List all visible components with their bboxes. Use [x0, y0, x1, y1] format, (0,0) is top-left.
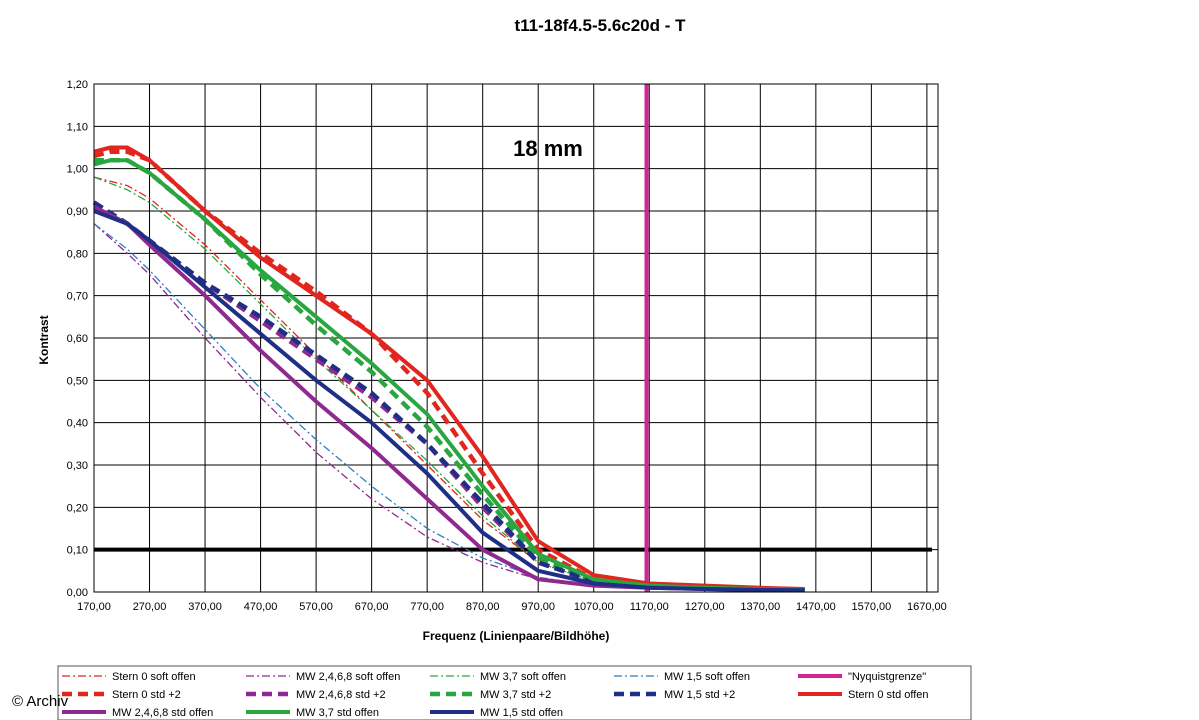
legend-label: MW 3,7 std +2	[480, 689, 551, 701]
x-tick-label: 1570,00	[851, 601, 891, 613]
y-tick-label: 0,80	[67, 248, 88, 260]
y-tick-label: 1,20	[67, 79, 88, 91]
x-axis-label: Frequenz (Linienpaare/Bildhöhe)	[423, 629, 610, 643]
legend-label: "Nyquistgrenze"	[848, 671, 926, 683]
x-tick-label: 370,00	[188, 601, 222, 613]
x-tick-label: 870,00	[466, 601, 500, 613]
x-tick-label: 270,00	[133, 601, 167, 613]
x-tick-label: 670,00	[355, 601, 389, 613]
legend-label: MW 2,4,6,8 soft offen	[296, 671, 400, 683]
x-tick-label: 1170,00	[630, 601, 669, 613]
y-tick-label: 0,40	[67, 418, 88, 430]
plot-frame	[93, 83, 939, 593]
focal-length-annotation: 18 mm	[513, 136, 583, 161]
y-tick-label: 0,90	[67, 206, 88, 218]
x-tick-label: 1270,00	[685, 601, 725, 613]
x-tick-labels: 170,00 270,00 370,00 470,00 570,00 670,00 770,…	[77, 601, 947, 613]
y-tick-label: 0,10	[67, 545, 88, 557]
x-tick-label: 770,00	[410, 601, 444, 613]
y-tick-label: 0,50	[67, 375, 88, 387]
y-tick-label: 0,30	[67, 460, 88, 472]
x-tick-label: 1470,00	[796, 601, 836, 613]
legend-label: MW 3,7 soft offen	[480, 671, 566, 683]
series-line-1	[93, 176, 805, 591]
x-tick-label: 1070,00	[574, 601, 614, 613]
legend-label: MW 1,5 soft offen	[664, 671, 750, 683]
y-tick-labels: 0,00 0,10 0,20 0,30 0,40 0,50 0,60 0,70 0,80 0,90…	[67, 79, 88, 599]
y-tick-label: 0,70	[67, 291, 88, 303]
y-tick-label: 1,10	[67, 121, 88, 133]
x-tick-label: 170,00	[77, 601, 111, 613]
legend-label: MW 1,5 std offen	[480, 707, 563, 719]
legend-frame	[57, 665, 972, 720]
y-tick-label: 0,00	[67, 587, 88, 599]
grid	[93, 83, 938, 593]
x-tick-label: 970,00	[521, 601, 555, 613]
legend-label: Stern 0 soft offen	[112, 671, 196, 683]
legend: Stern 0 soft offen MW 2,4,6,8 soft offen M…	[62, 671, 929, 719]
y-tick-label: 0,60	[67, 333, 88, 345]
x-tick-label: 570,00	[299, 601, 333, 613]
chart-title: t11-18f4.5-5.6c20d - T	[514, 16, 686, 35]
y-tick-label: 1,00	[67, 164, 88, 176]
legend-label: MW 1,5 std +2	[664, 689, 735, 701]
series-line-10	[93, 145, 805, 591]
series-line-13	[93, 209, 805, 593]
legend-label: MW 2,4,6,8 std offen	[112, 707, 213, 719]
y-tick-label: 0,20	[67, 502, 88, 514]
legend-label: Stern 0 std +2	[112, 689, 181, 701]
legend-label: Stern 0 std offen	[848, 689, 929, 701]
legend-label: MW 2,4,6,8 std +2	[296, 689, 386, 701]
y-axis-label: Kontrast	[37, 315, 51, 364]
x-tick-label: 470,00	[244, 601, 278, 613]
x-tick-label: 1370,00	[740, 601, 780, 613]
series-group	[92, 84, 805, 593]
x-tick-label: 1670,00	[907, 601, 947, 613]
legend-label: MW 3,7 std offen	[296, 707, 379, 719]
copyright-notice: © Archiv	[12, 693, 69, 710]
